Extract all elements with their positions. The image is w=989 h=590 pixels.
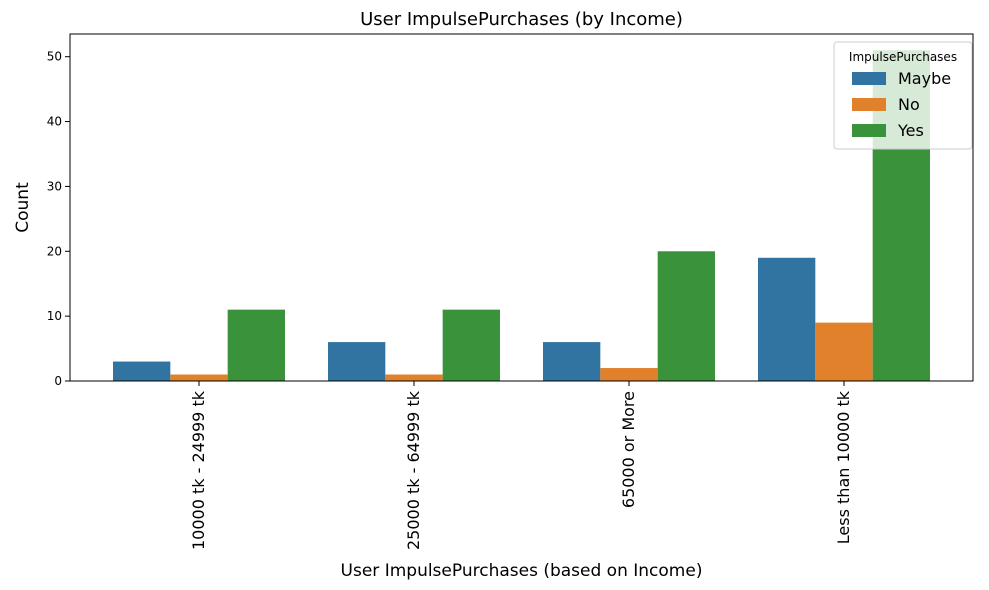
legend-swatch-no: [852, 98, 886, 111]
legend-title: ImpulsePurchases: [849, 50, 957, 64]
legend-label-yes: Yes: [897, 121, 924, 140]
legend-label-no: No: [898, 95, 920, 114]
x-tick-label: 65000 or More: [619, 391, 638, 508]
y-tick-label: 0: [54, 374, 62, 388]
x-axis: 10000 tk - 24999 tk 25000 tk - 64999 tk 65…: [189, 381, 853, 550]
bar-yes-0: [227, 309, 285, 381]
y-axis: 0 10 20 30 40 50: [47, 50, 70, 388]
bar-maybe-3: [758, 257, 816, 381]
y-tick-label: 40: [47, 115, 62, 129]
bar-no-3: [815, 322, 873, 381]
bar-yes-2: [657, 251, 715, 381]
legend: ImpulsePurchases Maybe No Yes: [833, 41, 973, 150]
y-tick-label: 10: [47, 309, 62, 323]
y-tick-label: 20: [47, 244, 62, 258]
x-tick-label: 10000 tk - 24999 tk: [189, 390, 208, 550]
chart-title: User ImpulsePurchases (by Income): [360, 9, 683, 30]
plot-frame: [69, 33, 974, 382]
bars-layer: [113, 50, 930, 382]
legend-box: [833, 41, 973, 150]
y-axis-label: Count: [13, 182, 33, 233]
bar-maybe-2: [543, 342, 601, 381]
bar-maybe-0: [113, 361, 171, 381]
legend-swatch-maybe: [852, 72, 886, 85]
x-tick-label: 25000 tk - 64999 tk: [404, 390, 423, 550]
bar-no-2: [600, 368, 658, 381]
y-tick-label: 50: [47, 50, 62, 64]
bar-maybe-1: [328, 342, 386, 381]
bar-no-0: [170, 374, 228, 381]
y-tick-label: 30: [47, 179, 62, 193]
legend-swatch-yes: [852, 124, 886, 137]
legend-label-maybe: Maybe: [898, 69, 951, 88]
bar-yes-1: [442, 309, 500, 381]
x-tick-label: Less than 10000 tk: [834, 390, 853, 544]
x-axis-label: User ImpulsePurchases (based on Income): [341, 561, 703, 581]
bar-no-1: [385, 374, 443, 381]
